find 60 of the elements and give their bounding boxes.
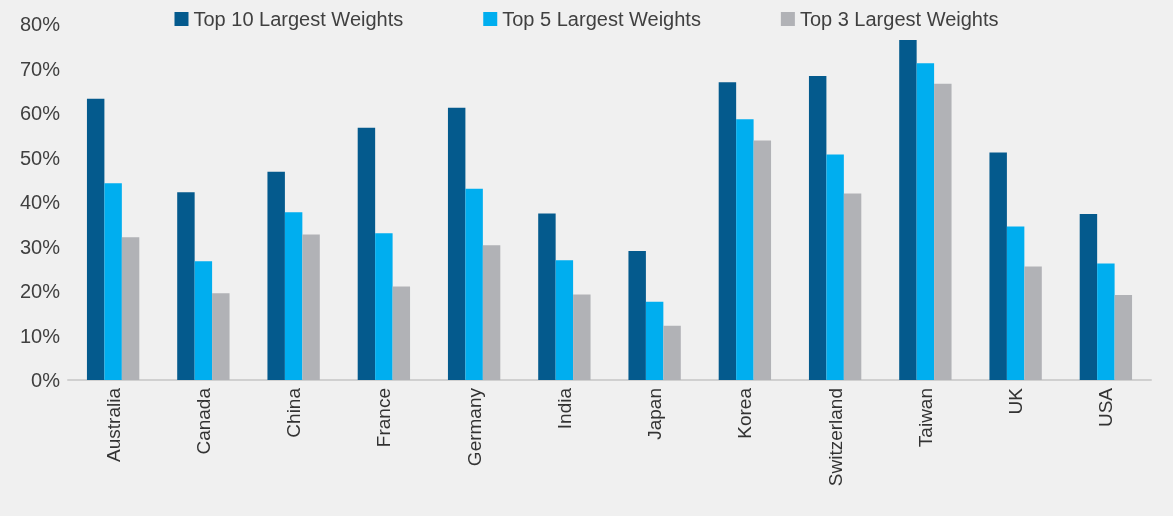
legend-label: Top 3 Largest Weights <box>799 8 999 30</box>
x-tick-label: Taiwan <box>914 388 936 448</box>
bar <box>718 82 737 380</box>
bar <box>1024 266 1042 380</box>
y-tick-label: 60% <box>19 102 61 124</box>
y-tick-label: 80% <box>19 13 61 35</box>
bar <box>645 301 664 380</box>
y-tick-label: 50% <box>19 146 61 169</box>
x-tick-label: Switzerland <box>824 388 846 487</box>
y-tick-label: 30% <box>19 235 61 258</box>
legend-label: Top 5 Largest Weights <box>502 8 701 30</box>
bar <box>1114 295 1133 380</box>
bar <box>1006 226 1025 380</box>
y-tick-label: 10% <box>19 324 61 347</box>
bar <box>392 286 411 380</box>
bar <box>212 293 230 380</box>
bar <box>177 192 195 380</box>
bar <box>916 63 935 380</box>
x-tick-label: USA <box>1095 387 1117 428</box>
bar <box>267 171 285 380</box>
x-tick-label: Germany <box>463 387 485 467</box>
bar <box>482 245 501 380</box>
bar <box>736 119 754 380</box>
bar <box>465 188 483 380</box>
bar <box>989 152 1007 380</box>
bar <box>357 127 376 380</box>
x-tick-label: China <box>283 387 305 438</box>
bar <box>302 234 320 380</box>
x-tick-label: UK <box>1005 387 1027 415</box>
x-tick-label: Japan <box>644 388 666 440</box>
bar <box>447 107 466 380</box>
bar <box>104 183 122 380</box>
y-tick-label: 70% <box>19 57 61 80</box>
bar <box>121 237 140 380</box>
bar <box>826 154 844 380</box>
bar <box>555 260 574 380</box>
bar <box>375 233 393 380</box>
bar <box>843 193 862 380</box>
bar <box>663 325 681 380</box>
x-tick-label: India <box>553 387 575 430</box>
bar <box>573 294 591 380</box>
bar <box>628 250 646 380</box>
y-tick-label: 40% <box>19 191 61 213</box>
bar <box>753 140 772 380</box>
bar <box>1079 214 1098 380</box>
y-tick-label: 20% <box>19 280 61 302</box>
bar <box>934 83 952 380</box>
bar <box>194 261 213 380</box>
bar <box>538 213 556 380</box>
x-tick-label: Korea <box>734 387 756 439</box>
bar <box>1097 263 1115 380</box>
bar <box>899 40 917 380</box>
bar <box>284 212 303 380</box>
legend-label: Top 10 Largest Weights <box>193 8 404 30</box>
bar <box>86 98 105 380</box>
x-tick-label: Australia <box>102 387 124 462</box>
x-tick-label: France <box>373 388 395 448</box>
y-tick-label: 0% <box>31 369 61 391</box>
bar <box>808 76 827 380</box>
x-tick-label: Canada <box>192 387 214 455</box>
